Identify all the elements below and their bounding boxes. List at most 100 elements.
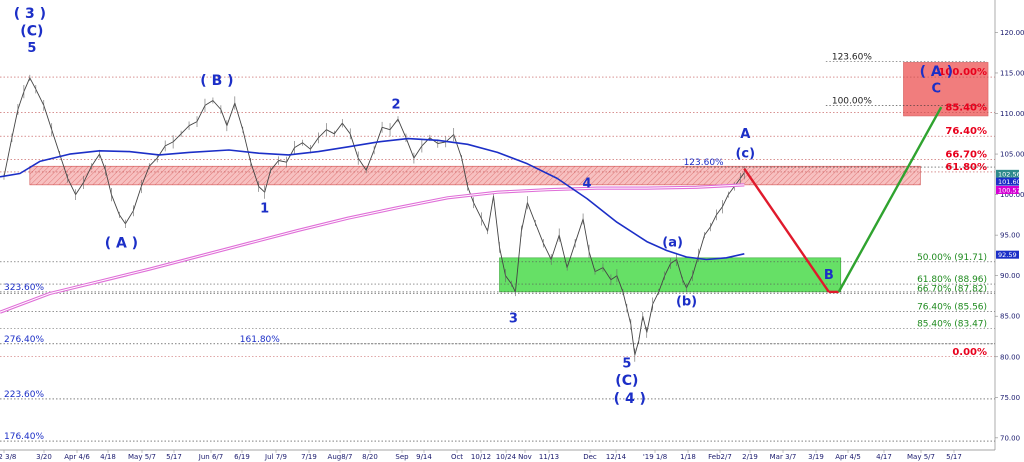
x-tick-label: Jun 6/7 — [198, 453, 223, 461]
fib-label: 123.60% — [684, 158, 724, 168]
x-tick-label: '19 1/8 — [643, 453, 667, 461]
price-tag-label: 92.59 — [998, 251, 1017, 259]
y-tick-label: 85.00 — [1000, 313, 1020, 321]
fib-label: 66.70% (87.82) — [917, 284, 987, 294]
x-tick-label: Sep — [395, 453, 409, 461]
y-tick-label: 120.00 — [1000, 29, 1024, 37]
wave-label: 2 — [391, 98, 400, 113]
x-tick-label: 7/19 — [301, 453, 317, 461]
zone-support-band — [499, 257, 842, 293]
fib-label: 76.40% (85.56) — [917, 303, 987, 313]
x-tick-label: Dec — [583, 453, 597, 461]
fib-label: 66.70% — [945, 150, 987, 161]
x-tick-label: Apr 4/5 — [835, 453, 861, 461]
fib-label: 0.00% — [952, 347, 987, 358]
wave-label: ( A ) — [105, 235, 138, 251]
fib-label: 76.40% — [945, 126, 987, 137]
x-tick-label: Jul 7/9 — [264, 453, 287, 461]
wave-label: 5 — [27, 41, 36, 56]
ma-magenta-inner — [0, 184, 745, 313]
projection-up — [837, 106, 943, 293]
fib-label: 176.40% — [4, 432, 44, 442]
wave-label: ( 3 ) — [14, 6, 46, 22]
wave-label: ( 4 ) — [614, 391, 646, 407]
fib-label: 61.80% — [945, 162, 987, 173]
x-tick-label: Feb2/7 — [708, 453, 732, 461]
zone-target-box — [903, 62, 989, 117]
fib-label: 123.60% — [832, 53, 872, 63]
x-tick-label: 3/19 — [808, 453, 824, 461]
y-tick-label: 75.00 — [1000, 394, 1020, 402]
y-tick-label: 105.00 — [1000, 151, 1024, 159]
y-tick-label: 115.00 — [1000, 69, 1024, 77]
wave-label: (c) — [735, 146, 755, 161]
y-tick-label: 95.00 — [1000, 232, 1020, 240]
fib-label: 85.40% (83.47) — [917, 320, 987, 330]
fib-lines-layer: 123.60%100.00%100.00%85.40%76.40%66.70%6… — [0, 53, 995, 442]
wave-label: A — [740, 127, 750, 142]
x-tick-label: 11/13 — [539, 453, 559, 461]
x-tick-label: Aug8/7 — [328, 453, 353, 461]
x-tick-label: 1/2 3/8 — [0, 453, 16, 461]
fib-label: 50.00% (91.71) — [917, 253, 987, 263]
x-tick-label: 6/19 — [234, 453, 250, 461]
y-tick-label: 80.00 — [1000, 353, 1020, 361]
price-tag-bg — [996, 169, 1019, 178]
wave-label: 4 — [583, 176, 592, 191]
fib-label: 223.60% — [4, 390, 44, 400]
zone-resistance-band — [29, 165, 921, 186]
price-tag-bg — [996, 250, 1019, 259]
price-tag-bg — [996, 185, 1019, 194]
wave-label: B — [824, 268, 834, 283]
x-tick-label: 4/17 — [876, 453, 892, 461]
y-tick-label: 100.00 — [1000, 191, 1024, 199]
wave-label: C — [932, 81, 942, 96]
x-tick-label: Nov — [518, 453, 532, 461]
wave-label: 5 — [622, 356, 631, 371]
wave-label: (C) — [615, 373, 638, 389]
price-tag-label: 102.56 — [998, 170, 1021, 178]
y-tick-label: 90.00 — [1000, 272, 1020, 280]
price-tag-bg — [996, 177, 1019, 186]
ma-blue-line — [0, 137, 745, 261]
wave-label: (C) — [20, 24, 43, 40]
x-tick-label: 8/20 — [362, 453, 378, 461]
fib-label: 61.80% (88.96) — [917, 275, 987, 285]
price-tag-label: 101.60 — [998, 178, 1021, 186]
x-tick-label: 1/18 — [680, 453, 696, 461]
projection-down — [743, 167, 830, 293]
x-tick-label: 2/19 — [742, 453, 758, 461]
x-tick-label: Oct — [451, 453, 463, 461]
x-tick-label: 4/18 — [100, 453, 116, 461]
x-tick-label: 3/20 — [36, 453, 52, 461]
x-tick-label: 10/24 — [496, 453, 517, 461]
wave-label: (a) — [662, 235, 683, 250]
fib-label: 161.80% — [240, 335, 280, 345]
x-tick-label: 9/14 — [416, 453, 432, 461]
x-tick-label: Apr 4/6 — [64, 453, 90, 461]
y-tick-label: 70.00 — [1000, 434, 1020, 442]
fib-label: 100.00% — [832, 96, 872, 106]
wave-label: ( B ) — [200, 73, 233, 89]
x-tick-label: 5/17 — [946, 453, 962, 461]
x-tick-label: 5/17 — [166, 453, 182, 461]
fib-label: 85.40% — [945, 103, 987, 114]
fib-label: 276.40% — [4, 335, 44, 345]
x-tick-label: Mar 3/7 — [770, 453, 797, 461]
wave-label: (b) — [676, 295, 697, 310]
fib-label: 323.60% — [4, 283, 44, 293]
wave-label: 3 — [509, 312, 518, 327]
x-tick-label: 10/12 — [471, 453, 491, 461]
x-tick-label: May 5/7 — [128, 453, 156, 461]
wave-label: 1 — [260, 201, 269, 216]
price-line — [3, 77, 745, 356]
wave-label: ( A ) — [920, 64, 953, 80]
fib-label: 100.00% — [938, 67, 987, 78]
x-tick-label: 12/14 — [606, 453, 627, 461]
price-tag-label: 100.57 — [998, 186, 1021, 194]
x-tick-label: May 5/7 — [907, 453, 935, 461]
y-tick-label: 110.00 — [1000, 110, 1024, 118]
